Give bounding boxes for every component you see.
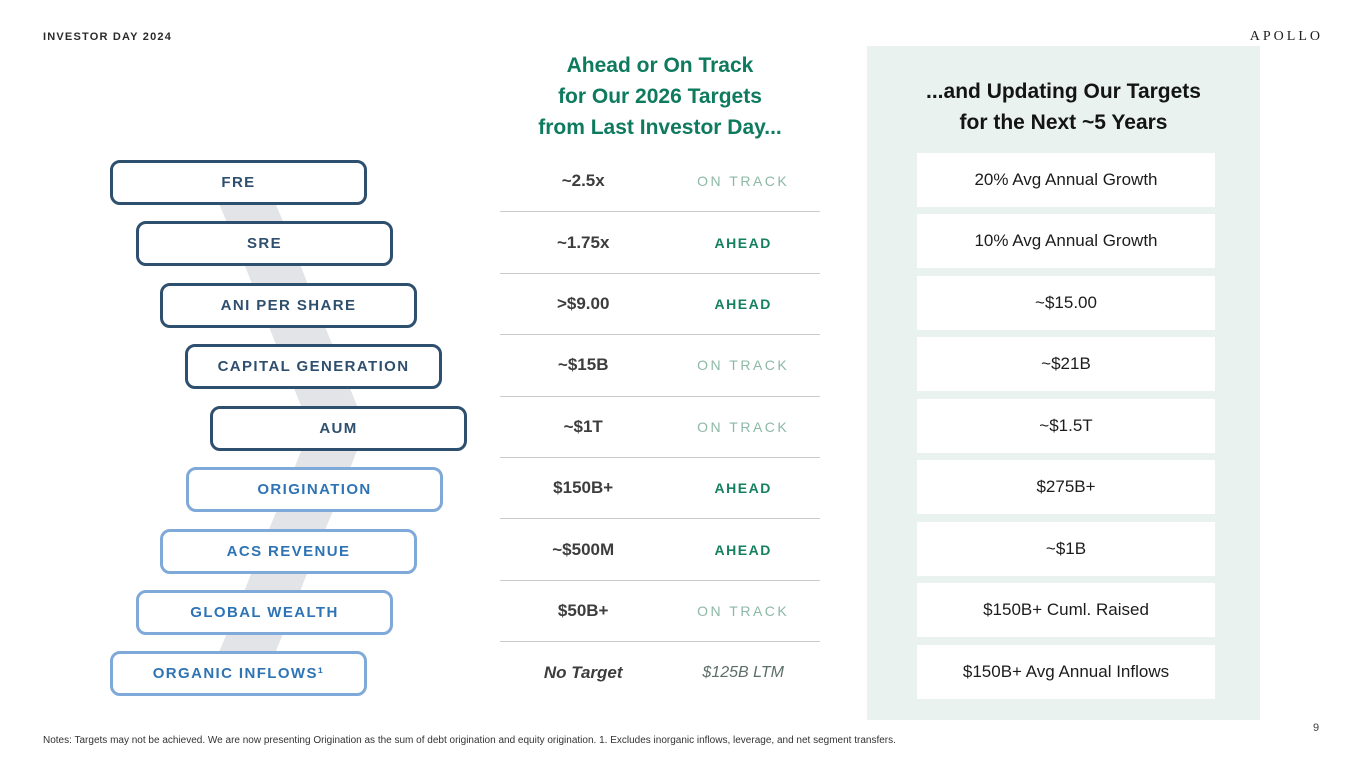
funnel-box-fre: FRE: [110, 160, 367, 205]
funnel-box-label: CAPITAL GENERATION: [217, 358, 410, 375]
target-box-sre: 10% Avg Annual Growth: [917, 214, 1215, 268]
funnel-box-aum: AUM: [210, 406, 467, 451]
progress-value: >$9.00: [556, 293, 610, 313]
funnel-box-label: AUM: [319, 420, 358, 437]
funnel-box-label: SRE: [246, 235, 283, 252]
target-box-aum: ~$1.5T: [917, 399, 1215, 453]
funnel-box-label: ANI PER SHARE: [220, 297, 357, 314]
progress-row-capital-generation: ~$15B ON TRACK: [500, 335, 820, 397]
funnel-box-origination: ORIGINATION: [186, 467, 443, 512]
progress-status: $125B LTM: [702, 663, 784, 681]
target-box-global-wealth: $150B+ Cuml. Raised: [917, 583, 1215, 637]
funnel-box-label: GLOBAL WEALTH: [190, 604, 339, 621]
progress-status: ON TRACK: [697, 418, 790, 435]
footnotes: Notes: Targets may not be achieved. We a…: [43, 735, 896, 746]
funnel-box-acs-revenue: ACS REVENUE: [160, 529, 417, 574]
progress-value: ~1.75x: [556, 232, 610, 252]
funnel-box-sre: SRE: [136, 221, 393, 266]
progress-row-ani-per-share: >$9.00 AHEAD: [500, 274, 820, 336]
funnel-box-global-wealth: GLOBAL WEALTH: [136, 590, 393, 635]
funnel-box-label: ORGANIC INFLOWS¹: [152, 665, 325, 682]
progress-value: ~2.5x: [561, 171, 605, 191]
target-box-ani-per-share: ~$15.00: [917, 276, 1215, 330]
progress-table: ~2.5x ON TRACK ~1.75x AHEAD >$9.00 AHEAD…: [500, 151, 820, 704]
funnel-box-capital-generation: CAPITAL GENERATION: [185, 344, 442, 389]
progress-status: AHEAD: [714, 295, 772, 312]
progress-row-acs-revenue: ~$500M AHEAD: [500, 519, 820, 581]
progress-row-organic-inflows: No Target $125B LTM: [500, 642, 820, 703]
targets-panel-title: ...and Updating Our Targets for the Next…: [867, 76, 1260, 138]
progress-title-line: from Last Investor Day...: [538, 116, 782, 139]
progress-row-fre: ~2.5x ON TRACK: [500, 151, 820, 213]
progress-value: $150B+: [553, 478, 614, 498]
progress-status: AHEAD: [714, 541, 772, 558]
progress-status: ON TRACK: [697, 357, 790, 374]
targets-title-line: ...and Updating Our Targets: [926, 80, 1201, 103]
target-box-acs-revenue: ~$1B: [917, 522, 1215, 576]
progress-row-global-wealth: $50B+ ON TRACK: [500, 581, 820, 643]
progress-value: ~$1T: [563, 416, 603, 436]
progress-value: ~$15B: [557, 355, 609, 375]
event-title: INVESTOR DAY 2024: [43, 31, 173, 43]
target-box-origination: $275B+: [917, 460, 1215, 514]
target-box-capital-generation: ~$21B: [917, 337, 1215, 391]
targets-title-line: for the Next ~5 Years: [959, 111, 1168, 134]
progress-value: $50B+: [557, 600, 609, 620]
progress-row-sre: ~1.75x AHEAD: [500, 212, 820, 274]
funnel-box-ani-per-share: ANI PER SHARE: [160, 283, 417, 328]
funnel-box-organic-inflows: ORGANIC INFLOWS¹: [110, 651, 367, 696]
funnel-box-label: ACS REVENUE: [226, 543, 351, 560]
funnel-box-label: FRE: [221, 174, 256, 191]
target-box-organic-inflows: $150B+ Avg Annual Inflows: [917, 645, 1215, 699]
progress-title-line: for Our 2026 Targets: [558, 85, 762, 108]
updated-targets-panel: ...and Updating Our Targets for the Next…: [867, 46, 1260, 720]
progress-status: ON TRACK: [697, 173, 790, 190]
page-number: 9: [1313, 722, 1320, 734]
progress-title-line: Ahead or On Track: [566, 54, 754, 77]
progress-value: ~$500M: [552, 539, 615, 559]
progress-status: ON TRACK: [697, 602, 790, 619]
progress-status: AHEAD: [714, 234, 772, 251]
apollo-logo: APOLLO: [1249, 29, 1323, 44]
progress-row-origination: $150B+ AHEAD: [500, 458, 820, 520]
progress-row-aum: ~$1T ON TRACK: [500, 397, 820, 458]
funnel-box-label: ORIGINATION: [257, 481, 372, 498]
target-box-fre: 20% Avg Annual Growth: [917, 153, 1215, 207]
progress-value: No Target: [543, 662, 623, 682]
progress-status: AHEAD: [714, 480, 772, 497]
progress-column-title: Ahead or On Track for Our 2026 Targets f…: [500, 50, 820, 143]
